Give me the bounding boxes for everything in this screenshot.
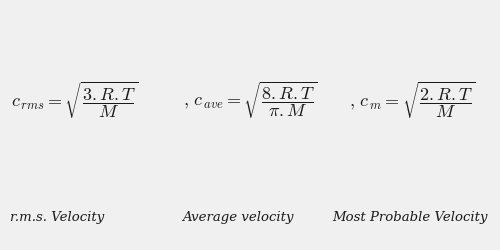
Text: $,\, c_{\,ave} = \sqrt{\dfrac{8.R.T}{\pi.M}}$: $,\, c_{\,ave} = \sqrt{\dfrac{8.R.T}{\pi… [182,80,318,120]
Text: Average velocity: Average velocity [182,211,293,224]
Text: $c_{\,rms} = \sqrt{\dfrac{3.R.T}{M}}$: $c_{\,rms} = \sqrt{\dfrac{3.R.T}{M}}$ [12,80,138,120]
Text: $,\, c_{\,m} = \sqrt{\dfrac{2.R.T}{M}}$: $,\, c_{\,m} = \sqrt{\dfrac{2.R.T}{M}}$ [349,80,476,120]
Text: Most Probable Velocity: Most Probable Velocity [332,211,488,224]
Text: r.m.s. Velocity: r.m.s. Velocity [10,211,104,224]
